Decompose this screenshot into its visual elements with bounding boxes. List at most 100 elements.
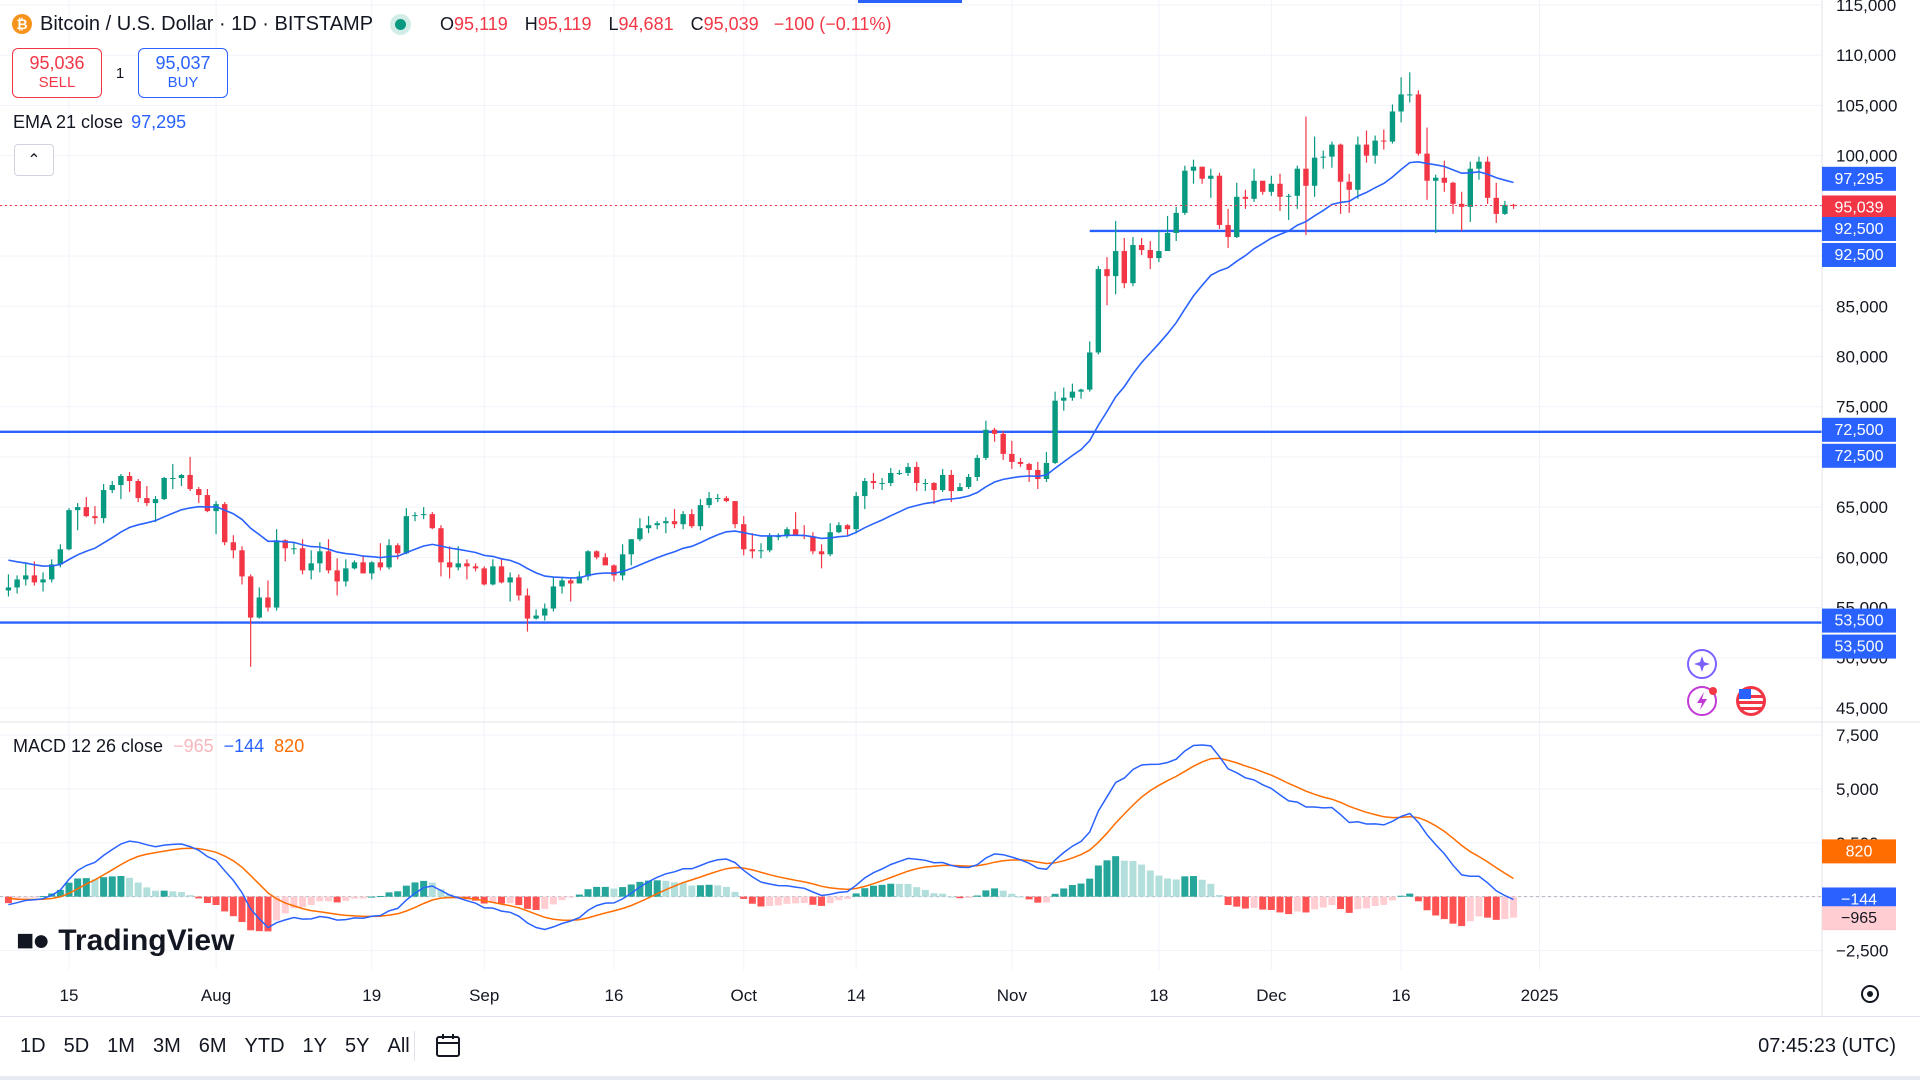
lightning-icon[interactable]	[1687, 686, 1717, 716]
candle	[1510, 203, 1517, 209]
candle	[1035, 461, 1041, 490]
candle	[66, 508, 72, 551]
candle	[905, 462, 911, 476]
macd-hist-bar	[195, 896, 203, 899]
macd-legend-label: MACD 12 26 close	[13, 736, 164, 756]
time-axis: 15 Aug 19 Sep 16 Oct 14 Nov 18 Dec 16 2025	[60, 986, 1559, 1005]
candles	[5, 72, 1517, 667]
us-flag-icon[interactable]	[1736, 686, 1766, 716]
chart-canvas[interactable]: 45,00050,00055,00060,00065,00070,00075,0…	[0, 0, 1920, 1016]
macd-hist-bar	[489, 896, 497, 903]
range-button-1y[interactable]: 1Y	[302, 1035, 328, 1057]
time-tick-label: 16	[1392, 986, 1411, 1005]
utc-clock[interactable]: 07:45:23 (UTC)	[1758, 1035, 1896, 1057]
macd-hist-bar	[169, 891, 177, 897]
macd-hist-bar	[671, 882, 678, 897]
range-button-5d[interactable]: 5D	[63, 1035, 90, 1057]
sell-button[interactable]: 95,036 SELL	[12, 48, 102, 98]
macd-hist-bar	[229, 896, 237, 917]
candle	[1017, 457, 1024, 467]
candle	[1147, 241, 1153, 270]
macd-hist-bar	[800, 896, 808, 904]
time-tick-label: Aug	[201, 986, 231, 1005]
hline-badge: 53,500	[1822, 608, 1896, 633]
candle	[1173, 206, 1179, 242]
macd-hist-bar	[385, 892, 393, 897]
candle	[126, 471, 133, 493]
candle	[1182, 165, 1188, 215]
calendar-range-icon[interactable]	[434, 1031, 462, 1059]
candle	[1363, 130, 1370, 163]
macd-hist-bar	[56, 889, 64, 897]
macd-legend[interactable]: MACD 12 26 close −965 −144 820	[13, 736, 304, 757]
candle	[853, 492, 859, 534]
tradingview-logo-icon: ■●	[16, 924, 50, 957]
macd-hist-bar	[1449, 896, 1457, 924]
ema-legend-label: EMA 21 close	[13, 112, 124, 132]
range-button-6m[interactable]: 6M	[198, 1035, 227, 1057]
candle	[1458, 191, 1465, 231]
macd-hist-bar	[748, 896, 756, 904]
range-button-3m[interactable]: 3M	[152, 1035, 181, 1057]
range-button-1d[interactable]: 1D	[20, 1035, 46, 1057]
range-button-5y[interactable]: 5Y	[345, 1035, 370, 1057]
candle	[870, 472, 877, 490]
macd-hist-bar	[541, 896, 549, 909]
macd-hist-bar	[100, 877, 108, 897]
bitcoin-icon: ₿	[12, 14, 32, 34]
macd-hist-bar	[869, 885, 877, 897]
macd-hist-bar	[627, 884, 635, 897]
spread-value: 1	[115, 64, 125, 82]
macd-hist-bar	[549, 896, 557, 905]
macd-hist-bar	[1302, 896, 1310, 913]
candle	[1199, 166, 1205, 184]
macd-hist-bar	[1484, 896, 1492, 918]
macd-hist-bar	[1432, 896, 1440, 916]
macd-hist-bar	[307, 896, 315, 905]
candle	[360, 555, 366, 574]
macd-hist-bar	[1380, 896, 1388, 905]
candle	[256, 587, 262, 619]
candle	[741, 516, 747, 556]
candle	[957, 483, 963, 492]
candle	[369, 561, 375, 580]
macd-hist-bar	[1034, 896, 1042, 903]
range-button-1m[interactable]: 1M	[107, 1035, 135, 1057]
macd-hist-bar	[1285, 896, 1293, 915]
candle	[118, 473, 124, 500]
buy-button[interactable]: 95,037 BUY	[138, 48, 228, 98]
macd-hist-bar	[325, 896, 332, 902]
range-button-ytd[interactable]: YTD	[244, 1035, 285, 1057]
candle	[1000, 430, 1006, 460]
price-tick-label: 60,000	[1836, 548, 1888, 567]
candle	[784, 527, 790, 539]
candle	[291, 542, 297, 555]
candle	[481, 566, 487, 586]
price-tick-label: 115,000	[1836, 0, 1896, 15]
candle	[732, 501, 738, 529]
candle	[680, 511, 686, 530]
macd-hist-bar	[281, 896, 289, 914]
tradingview-logo[interactable]: ■● TradingView	[16, 924, 234, 958]
sparkle-icon[interactable]	[1687, 649, 1717, 679]
macd-hist-bar	[1241, 896, 1249, 909]
macd-hist-bar	[532, 896, 540, 911]
candle	[862, 477, 868, 510]
gear-icon[interactable]	[1861, 985, 1879, 1003]
macd-hist-bar	[1397, 895, 1405, 897]
macd-hist-bar	[1293, 896, 1301, 912]
candle	[602, 553, 608, 566]
trade-buttons: 95,036 SELL 1 95,037 BUY	[12, 48, 228, 98]
candle	[533, 609, 539, 620]
candle	[1502, 200, 1508, 215]
symbol-title[interactable]: Bitcoin / U.S. Dollar · 1D · BITSTAMP	[40, 12, 374, 35]
range-button-all[interactable]: All	[387, 1035, 410, 1057]
candle	[1467, 161, 1473, 222]
ema-legend[interactable]: EMA 21 close 97,295	[13, 112, 186, 133]
macd-hist-bar	[930, 893, 938, 897]
macd-hist-bar	[1008, 893, 1016, 897]
macd-hist-bar	[376, 895, 384, 897]
candle	[230, 535, 237, 559]
candle	[983, 420, 989, 460]
chevron-up-icon[interactable]: ⌃	[14, 144, 54, 176]
